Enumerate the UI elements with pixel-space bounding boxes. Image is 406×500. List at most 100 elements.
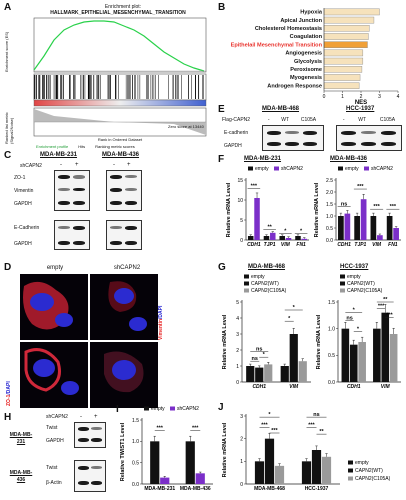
bar xyxy=(338,216,344,240)
legend-label: CAPN2(WT) xyxy=(347,281,375,287)
e-conds-2: - WT C105A xyxy=(336,117,402,123)
gsea-legend: Enrichment profile Hits Ranking metric s… xyxy=(36,144,206,149)
nes-category-label: Myogenesis xyxy=(290,75,322,81)
legend-label: empty xyxy=(347,274,361,280)
significance-label: ** xyxy=(319,429,324,435)
bar xyxy=(279,236,285,240)
bar xyxy=(354,216,360,240)
y-tick-label: 4 xyxy=(236,316,239,322)
c-row-zo1: ZO-1 xyxy=(14,175,26,181)
nes-x-tick-label: 1 xyxy=(341,94,344,100)
gsea-xlabel: Rank in Ordered Dataset xyxy=(97,137,143,142)
nes-bar xyxy=(323,74,361,81)
nes-category-label: Angiogenesis xyxy=(285,51,322,57)
significance-label: ** xyxy=(383,297,388,303)
y-tick-label: 5 xyxy=(240,218,243,224)
x-category-label: MDA-MB-231 xyxy=(144,486,175,492)
gsea-title: Enrichment plot: xyxy=(104,4,142,10)
e-blot-a xyxy=(262,125,324,151)
g-title-left: MDA-MB-468 xyxy=(248,264,286,270)
significance-label: *** xyxy=(373,204,380,210)
legend-label: CAPN2(C105A) xyxy=(251,288,287,294)
y-axis-label: Relative mRNA Level xyxy=(316,314,322,369)
d-stain-zo1: ZO-1 xyxy=(6,394,12,406)
legend-label: CAPN2(WT) xyxy=(355,468,383,474)
y-tick-label: 2 xyxy=(236,348,239,354)
bar xyxy=(247,236,254,240)
nes-x-tick-label: 0 xyxy=(323,94,326,100)
e-cond-wt-1: WT xyxy=(281,117,290,123)
e-cond-c105a-1: C105A xyxy=(300,117,317,123)
y-tick-label: 0 xyxy=(240,482,243,488)
panel-label-d: D xyxy=(4,262,12,273)
bar xyxy=(358,342,366,382)
significance-label: *** xyxy=(192,426,199,432)
nes-category-label: Epithelail Mesenchymal Transition xyxy=(231,42,323,48)
bar xyxy=(311,450,322,484)
c-sign-plus-1: + xyxy=(75,162,79,168)
significance-label: * xyxy=(268,412,271,418)
nes-category-label: Cholesterol Homeostasis xyxy=(255,26,322,32)
g-title-right: HCC-1937 xyxy=(340,264,369,270)
y-axis-label: Relative mRNA Level xyxy=(314,182,320,237)
j-chart: 0 1 2 3 Relative mRNA Level MDA-MB-468 HCC-193… xyxy=(222,412,391,492)
y-tick-label: 0 xyxy=(236,380,239,386)
x-category-label: VIM xyxy=(281,242,291,248)
y-axis-label: Relative mRNA Level xyxy=(226,182,232,237)
panel-label-g: G xyxy=(218,262,226,273)
x-category-label: VIM xyxy=(372,242,382,248)
h-blot-1 xyxy=(74,422,106,448)
f-title-right: MDA-MB-436 xyxy=(330,156,368,162)
y-tick-label: 3 xyxy=(236,332,239,338)
legend-label: shCAPN2 xyxy=(281,166,303,172)
e-blot-b xyxy=(336,125,402,151)
bar xyxy=(160,477,170,484)
panel-label-h: H xyxy=(4,412,12,423)
x-category-label: CDH1 xyxy=(347,384,361,390)
significance-label: ** xyxy=(267,225,272,231)
y-tick-label: 5 xyxy=(236,300,239,306)
c-sign-minus-2: - xyxy=(113,162,115,168)
h-treatment: shCAPN2 xyxy=(46,414,68,420)
legend-swatch xyxy=(338,166,343,171)
nes-bar xyxy=(323,49,364,57)
d-stain-vimentin: Vimentin xyxy=(158,318,164,340)
gsea-zero-note: Zero score at 13440 xyxy=(168,124,204,129)
c-blot-1b xyxy=(106,170,142,211)
h-cell1-line2: 231 xyxy=(16,439,26,445)
x-category-label: HCC-1937 xyxy=(305,486,329,492)
y-tick-label: 1 xyxy=(240,459,243,465)
y-tick-label: 0.0 xyxy=(132,482,139,488)
bar xyxy=(344,213,351,240)
bar xyxy=(393,228,399,240)
h-sign-plus: + xyxy=(94,414,98,420)
bar xyxy=(289,334,298,382)
x-category-label: CDH1 xyxy=(252,384,266,390)
bar xyxy=(280,366,289,382)
e-cond-empty-1: - xyxy=(267,117,270,123)
bar xyxy=(285,238,292,240)
legend-label: empty xyxy=(151,406,165,412)
bar xyxy=(185,441,195,484)
legend-label: empty xyxy=(251,274,265,280)
significance-label: ns xyxy=(346,316,352,322)
nes-category-label: Peroxisome xyxy=(290,67,322,73)
significance-label: *** xyxy=(390,204,397,210)
nes-bar xyxy=(323,33,369,40)
nes-bar xyxy=(323,8,380,16)
e-cond-wt-2: WT xyxy=(358,117,367,123)
e-row-gapdh: GAPDH xyxy=(224,143,242,149)
bar xyxy=(150,441,160,484)
legend-swatch xyxy=(348,460,353,465)
nes-category-label: Glycolysis xyxy=(294,59,322,65)
legend-enrichment: Enrichment profile xyxy=(36,144,69,149)
significance-label: * xyxy=(357,326,360,332)
bar xyxy=(377,235,383,240)
bar xyxy=(264,364,273,382)
nes-x-tick-label: 3 xyxy=(378,94,381,100)
gsea-subtitle: HALLMARK_EPITHELIAL_MESENCHYMAL_TRANSITI… xyxy=(50,10,186,16)
h-cell1-line1: MDA-MB- xyxy=(9,432,33,438)
legend-swatch xyxy=(244,274,249,279)
h-blot-2 xyxy=(74,460,106,492)
bar xyxy=(301,461,312,484)
